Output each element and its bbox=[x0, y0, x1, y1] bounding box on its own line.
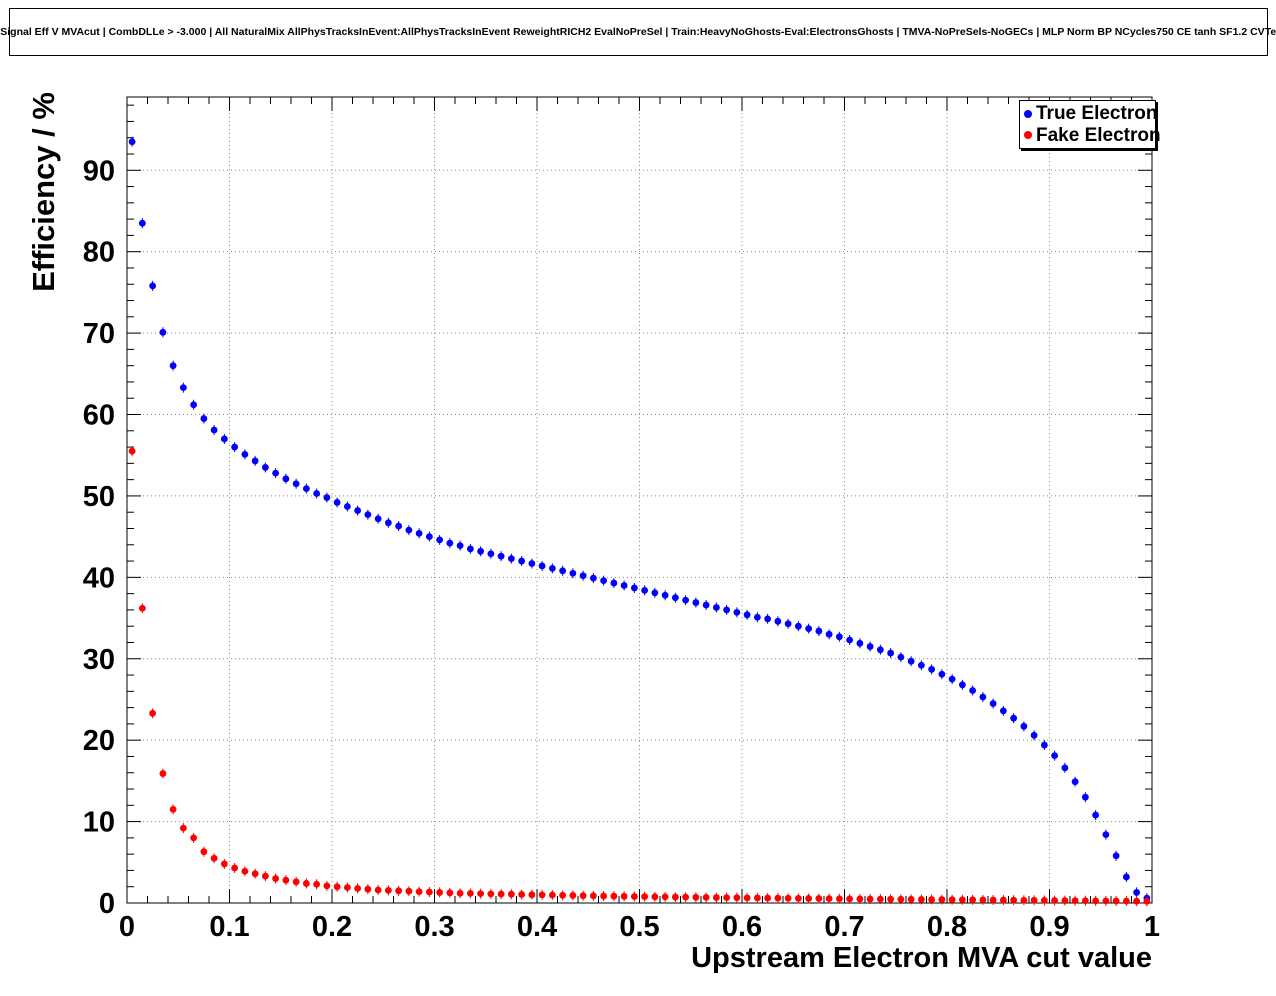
legend-label-fake-electron: Fake Electron bbox=[1036, 124, 1161, 146]
svg-text:0.8: 0.8 bbox=[927, 911, 967, 943]
svg-text:40: 40 bbox=[83, 562, 115, 594]
legend-entry-fake-electron: Fake Electron bbox=[1024, 126, 1161, 145]
svg-text:60: 60 bbox=[83, 400, 115, 432]
svg-text:30: 30 bbox=[83, 644, 115, 676]
svg-text:0.4: 0.4 bbox=[517, 911, 557, 943]
svg-text:70: 70 bbox=[83, 318, 115, 350]
true-electron-marker-icon bbox=[1024, 109, 1032, 118]
legend-label-true-electron: True Electron bbox=[1036, 103, 1158, 125]
legend: True Electron Fake Electron bbox=[1019, 100, 1161, 149]
plot-title: Upstream Electron Signal Eff V MVAcut | … bbox=[0, 8, 1276, 56]
svg-text:0: 0 bbox=[119, 911, 135, 943]
legend-entry-true-electron: True Electron bbox=[1024, 103, 1158, 125]
svg-text:0.9: 0.9 bbox=[1029, 911, 1069, 943]
svg-text:20: 20 bbox=[83, 725, 115, 757]
svg-text:0.2: 0.2 bbox=[312, 911, 352, 943]
svg-text:0.1: 0.1 bbox=[209, 911, 249, 943]
svg-text:0.7: 0.7 bbox=[824, 911, 864, 943]
svg-text:90: 90 bbox=[83, 155, 115, 187]
svg-text:0.6: 0.6 bbox=[722, 911, 762, 943]
x-axis-title: Upstream Electron MVA cut value bbox=[691, 942, 1152, 974]
fake-electron-marker-icon bbox=[1024, 131, 1032, 140]
svg-text:50: 50 bbox=[83, 481, 115, 513]
y-axis-title: Efficiency / % bbox=[26, 92, 61, 292]
svg-text:10: 10 bbox=[83, 807, 115, 839]
svg-text:0.5: 0.5 bbox=[619, 911, 659, 943]
svg-text:0.3: 0.3 bbox=[414, 911, 454, 943]
svg-text:0: 0 bbox=[99, 888, 115, 920]
svg-text:80: 80 bbox=[83, 237, 115, 269]
svg-text:1: 1 bbox=[1144, 911, 1160, 943]
